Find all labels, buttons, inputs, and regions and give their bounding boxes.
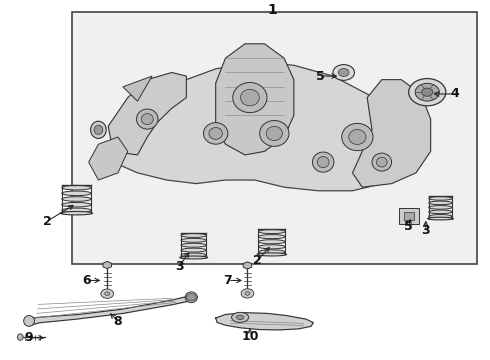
Text: 8: 8 [114,315,122,328]
Text: 7: 7 [223,274,232,287]
Ellipse shape [258,235,285,239]
Polygon shape [89,137,128,180]
Ellipse shape [376,157,387,167]
Text: 4: 4 [451,87,460,100]
Ellipse shape [181,248,206,252]
Circle shape [333,64,354,80]
Polygon shape [123,76,152,101]
Ellipse shape [232,312,248,322]
Text: 3: 3 [421,224,430,237]
Ellipse shape [429,201,452,205]
Circle shape [101,289,114,298]
Circle shape [186,294,196,301]
Ellipse shape [181,243,206,247]
Ellipse shape [342,123,373,150]
Ellipse shape [185,292,197,303]
Ellipse shape [372,153,392,171]
Text: 2: 2 [43,215,51,228]
Ellipse shape [62,202,91,207]
Polygon shape [25,296,196,325]
Ellipse shape [142,113,153,125]
Ellipse shape [181,238,206,242]
Circle shape [241,289,254,298]
Polygon shape [108,72,186,155]
Ellipse shape [429,210,452,213]
Polygon shape [352,80,431,187]
Polygon shape [216,313,314,330]
Text: 5: 5 [317,69,325,82]
Polygon shape [243,262,252,269]
Ellipse shape [349,130,366,144]
Ellipse shape [266,126,282,140]
Text: 2: 2 [253,254,262,267]
Ellipse shape [60,211,93,215]
Ellipse shape [62,197,91,201]
Ellipse shape [94,125,103,135]
Polygon shape [216,44,294,155]
Ellipse shape [137,109,158,129]
Polygon shape [103,62,416,191]
Ellipse shape [209,127,222,139]
Ellipse shape [258,245,285,249]
Ellipse shape [24,316,34,326]
Text: 10: 10 [241,329,259,342]
Ellipse shape [180,256,208,259]
Circle shape [105,292,110,296]
Text: 6: 6 [82,274,91,287]
Ellipse shape [237,315,244,320]
Text: 3: 3 [175,260,183,273]
Text: 1: 1 [267,3,277,17]
Ellipse shape [260,121,289,146]
Text: 5: 5 [404,220,413,233]
Circle shape [422,88,433,96]
Polygon shape [103,261,111,269]
Ellipse shape [429,197,452,200]
Bar [404,212,414,220]
Bar [72,12,477,264]
Ellipse shape [429,215,452,218]
Ellipse shape [257,253,287,256]
Ellipse shape [258,230,285,234]
Circle shape [415,83,440,101]
Bar [399,208,419,224]
Text: 9: 9 [24,331,33,344]
Ellipse shape [62,208,91,213]
Ellipse shape [258,240,285,244]
Ellipse shape [203,123,228,144]
Ellipse shape [62,191,91,195]
Ellipse shape [181,234,206,237]
Circle shape [338,68,349,76]
Ellipse shape [429,206,452,209]
Ellipse shape [233,82,267,113]
Circle shape [409,78,446,106]
Ellipse shape [181,253,206,257]
Ellipse shape [258,250,285,254]
Circle shape [245,292,250,295]
Ellipse shape [241,89,259,106]
Ellipse shape [313,152,334,172]
Ellipse shape [91,121,106,139]
Ellipse shape [428,217,453,220]
Ellipse shape [317,157,329,168]
Ellipse shape [62,185,91,190]
Ellipse shape [17,334,23,340]
